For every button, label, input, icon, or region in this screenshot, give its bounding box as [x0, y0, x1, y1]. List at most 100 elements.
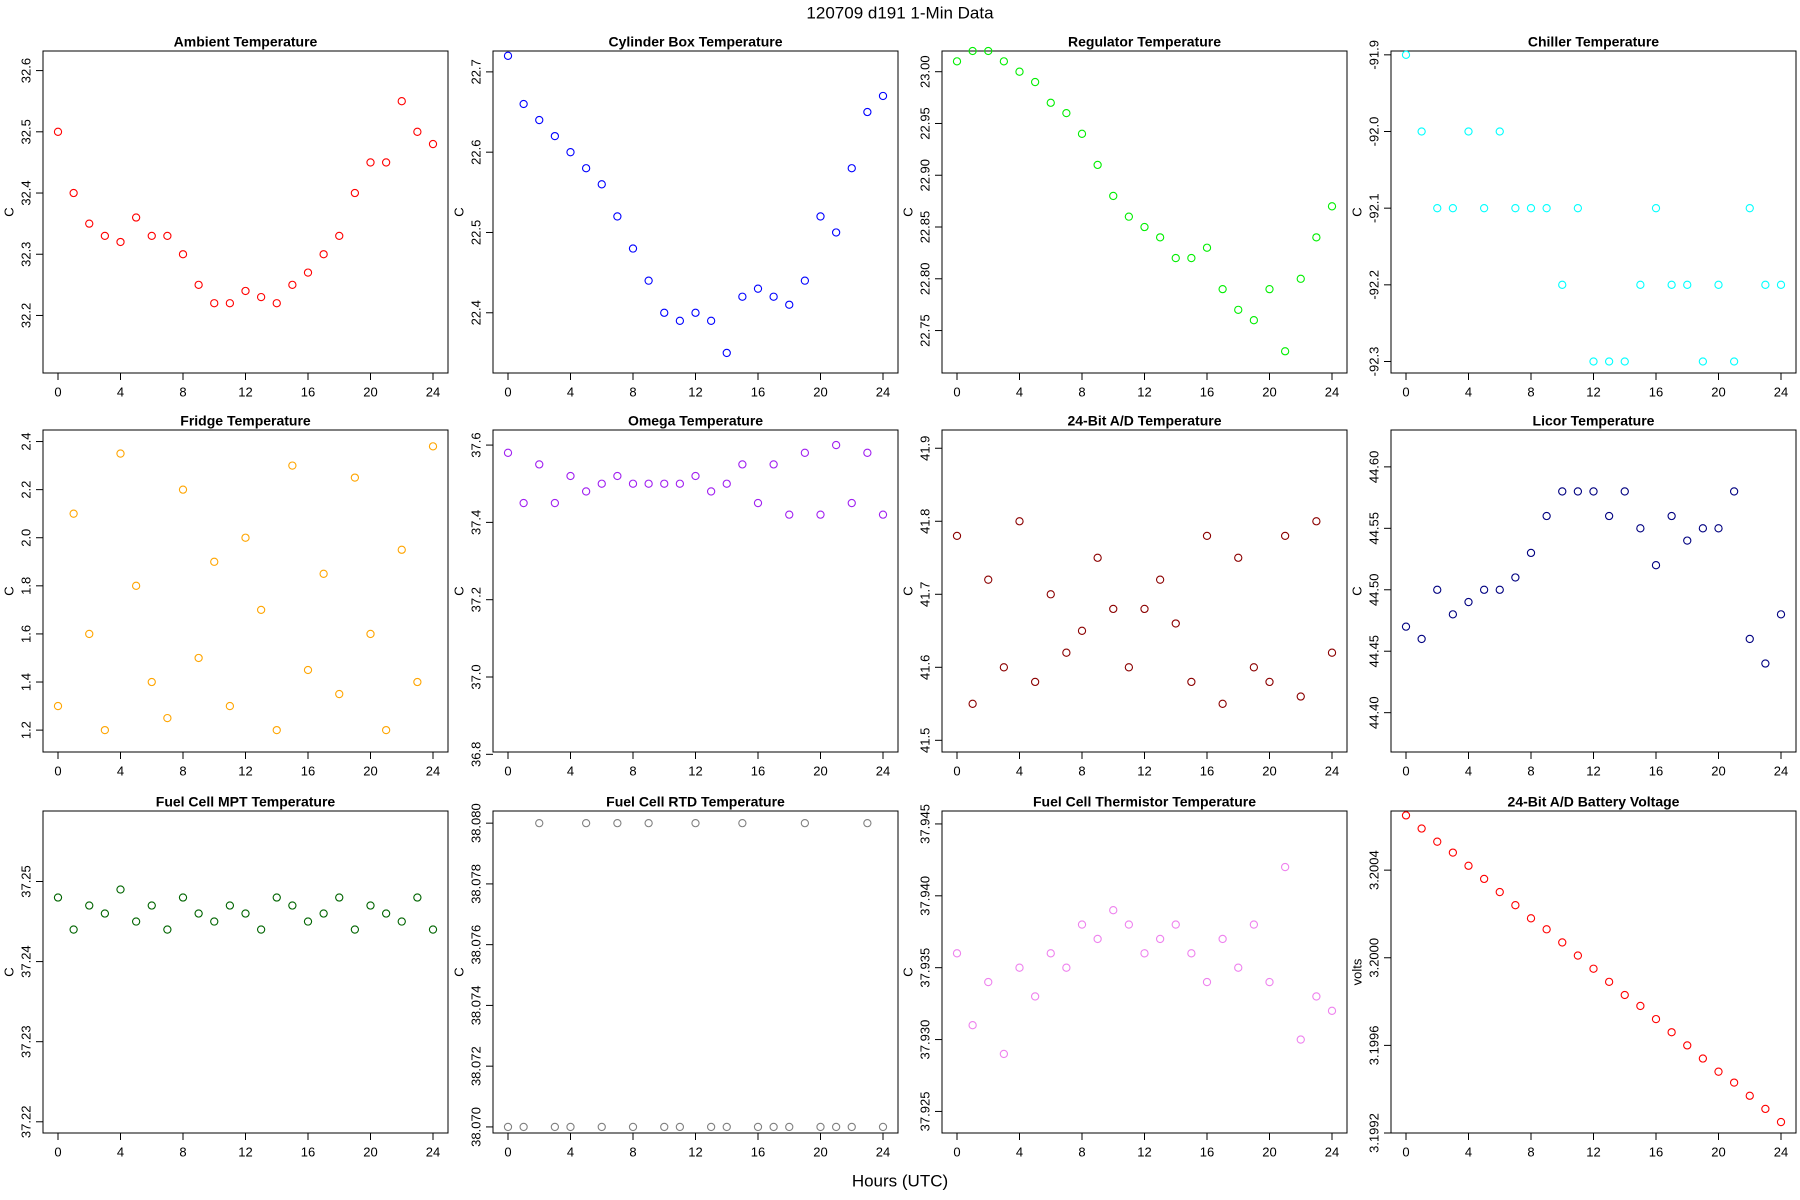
data-point: [535, 819, 544, 828]
y-tick-label: 36.8: [468, 742, 483, 767]
y-axis-label: C: [1349, 586, 1364, 595]
data-point: [519, 1122, 528, 1132]
x-tick-label: 16: [1649, 384, 1663, 399]
data-point: [847, 498, 856, 508]
data-point: [1573, 487, 1583, 496]
data-point: [1077, 920, 1087, 929]
data-point: [1312, 517, 1321, 526]
data-point: [256, 605, 266, 615]
data-point: [1249, 316, 1259, 325]
y-tick-label: 44.50: [1366, 573, 1381, 606]
data-point: [847, 1122, 856, 1132]
panel-title: Fuel Cell MPT Temperature: [156, 794, 336, 810]
data-point: [1542, 511, 1551, 521]
data-point: [1745, 204, 1754, 213]
data-point: [1683, 280, 1692, 289]
data-point: [210, 557, 219, 566]
data-point: [350, 188, 360, 198]
y-tick-label: 22.80: [917, 263, 932, 296]
data-point: [1620, 487, 1629, 496]
data-point: [722, 479, 731, 488]
data-point: [675, 479, 685, 488]
data-point: [241, 909, 250, 918]
data-point: [100, 909, 110, 918]
data-point: [225, 901, 235, 910]
data-point: [1327, 648, 1337, 657]
data-point: [1218, 284, 1227, 294]
y-tick-label: 37.23: [18, 1025, 33, 1058]
data-point: [644, 276, 653, 285]
y-tick-label: 37.2: [468, 587, 483, 612]
data-point: [1558, 487, 1567, 496]
data-point: [178, 893, 188, 902]
data-point: [644, 479, 653, 488]
y-axis-label: C: [1349, 207, 1364, 216]
x-tick-label: 4: [117, 763, 124, 778]
x-tick-label: 0: [1402, 763, 1409, 778]
data-point: [397, 917, 406, 926]
panel: Fuel Cell MPT Temperature 0 4 8 12 16 20 24 37.2…: [1, 794, 449, 1159]
data-point: [831, 440, 841, 450]
data-point: [628, 1122, 638, 1132]
data-point: [769, 460, 778, 469]
y-axis-label: C: [451, 586, 466, 595]
data-point: [335, 893, 344, 902]
panel-title: Cylinder Box Temperature: [608, 34, 782, 50]
panel: Cylinder Box Temperature 0 4 8 12 16 20 24 22.4 2…: [451, 34, 899, 399]
x-tick-label: 20: [1262, 1144, 1276, 1159]
data-point: [1155, 575, 1165, 584]
x-tick-label: 8: [179, 763, 186, 778]
x-tick-label: 20: [1711, 1144, 1725, 1159]
plot-frame: [42, 50, 449, 374]
data-point: [1140, 949, 1149, 958]
data-point: [769, 292, 778, 301]
data-point: [1526, 204, 1536, 213]
data-point: [800, 276, 810, 285]
data-point: [519, 99, 528, 109]
data-point: [968, 699, 977, 708]
y-tick-label: 37.945: [917, 804, 932, 844]
data-point: [1761, 1104, 1770, 1114]
data-point: [1698, 357, 1708, 366]
x-tick-label: 8: [179, 384, 186, 399]
data-point: [178, 250, 188, 259]
data-point: [1046, 590, 1055, 599]
y-tick-label: 1.8: [18, 577, 33, 595]
data-point: [210, 917, 219, 926]
y-tick-label: 2.4: [18, 433, 33, 451]
data-point: [1573, 204, 1583, 213]
data-point: [1234, 305, 1243, 314]
data-point: [613, 819, 622, 828]
data-point: [999, 57, 1009, 66]
x-tick-label: 24: [876, 763, 890, 778]
data-point: [519, 498, 528, 508]
data-point: [691, 471, 700, 481]
y-tick-label: 3.2000: [1366, 938, 1381, 978]
data-point: [1604, 977, 1614, 987]
x-tick-label: 8: [629, 1144, 636, 1159]
x-tick-label: 16: [1649, 763, 1663, 778]
y-tick-label: 37.940: [917, 876, 932, 916]
y-tick-label: 37.24: [18, 945, 33, 978]
panel: Chiller Temperature 0 4 8 12 16 20 24 -91.9 -92.0…: [1349, 34, 1797, 399]
y-tick-label: -92.1: [1366, 193, 1381, 223]
data-point: [628, 244, 638, 253]
data-point: [381, 909, 391, 918]
data-point: [131, 581, 141, 590]
x-tick-label: 0: [504, 1144, 511, 1159]
y-tick-label: 2.2: [18, 481, 33, 499]
y-tick-label: 41.5: [917, 728, 932, 753]
data-point: [1542, 925, 1551, 934]
data-point: [1729, 487, 1739, 496]
data-point: [785, 300, 794, 309]
x-tick-label: 16: [1649, 1144, 1663, 1159]
y-tick-label: -91.9: [1366, 40, 1381, 70]
data-point: [878, 510, 888, 519]
y-axis-label: C: [900, 586, 915, 595]
y-tick-label: 38.070: [468, 1107, 483, 1147]
data-point: [1667, 1028, 1676, 1037]
panel-title: Fuel Cell Thermistor Temperature: [1033, 794, 1256, 810]
data-point: [1417, 824, 1426, 833]
data-point: [753, 498, 763, 508]
